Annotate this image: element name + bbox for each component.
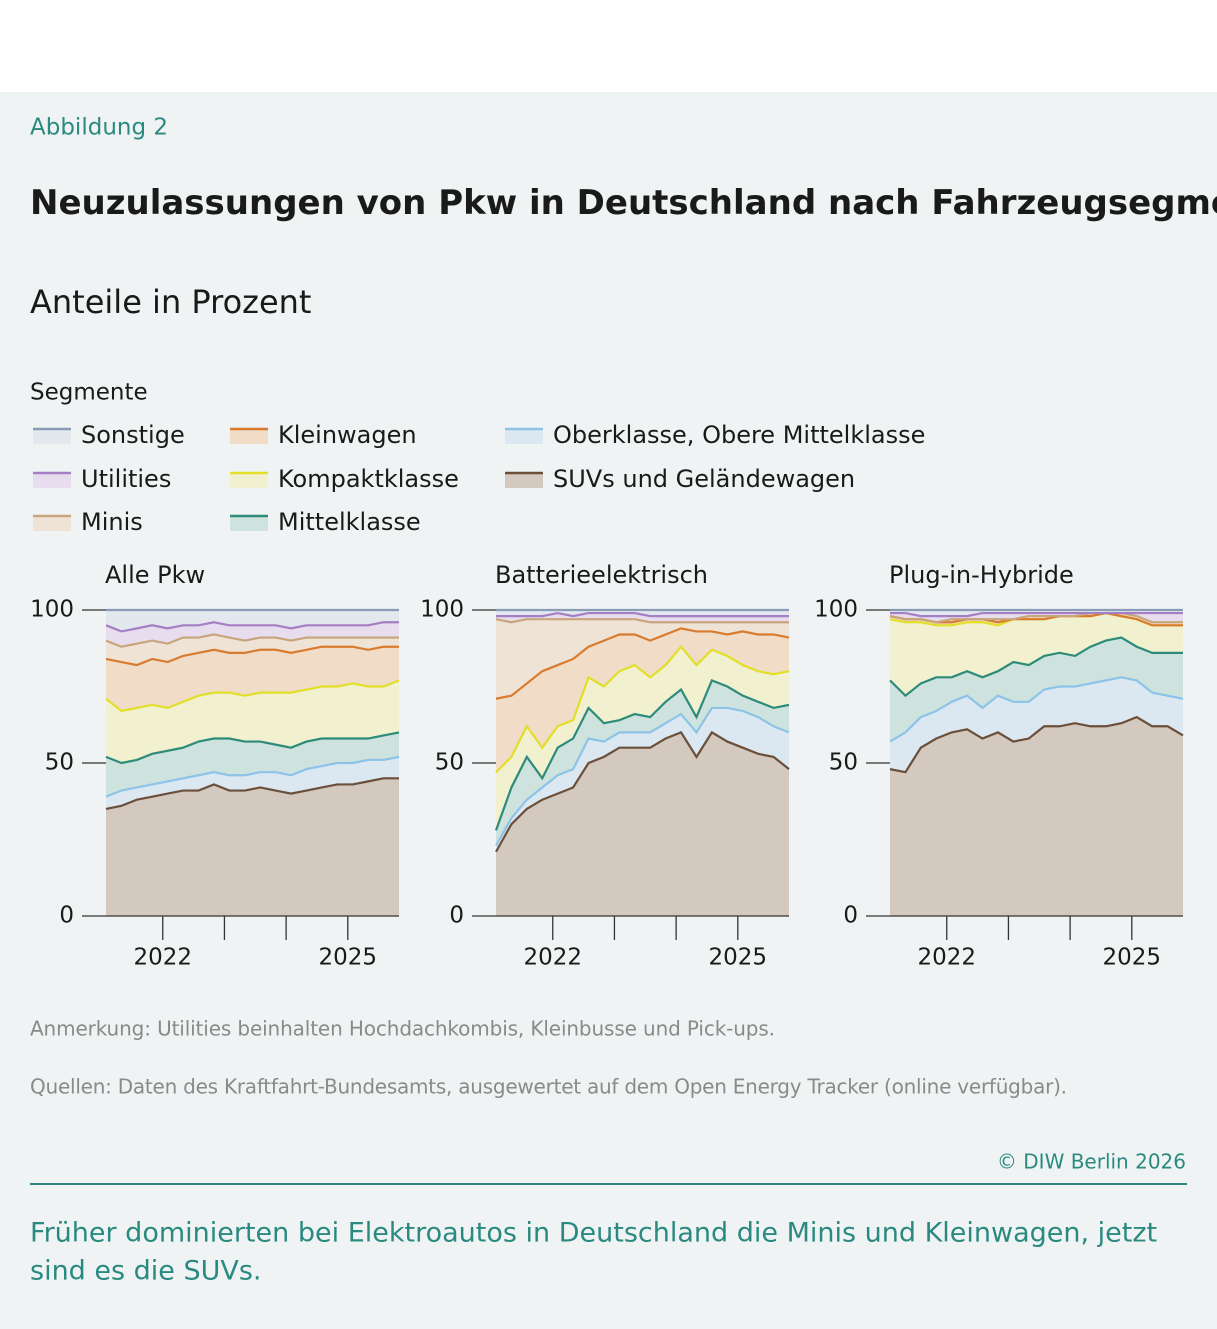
legend-title: Segmente: [30, 380, 148, 406]
panel-title: Alle Pkw: [105, 561, 205, 589]
legend-label: Minis: [81, 508, 143, 536]
area-line: [105, 755, 400, 798]
area-line: [889, 715, 1184, 774]
x-tick-label: 2022: [523, 945, 582, 971]
y-tick-label: 0: [449, 903, 464, 929]
area-line: [105, 679, 400, 713]
area: [496, 628, 789, 773]
x-tick-label: 2022: [917, 945, 976, 971]
copyright: © DIW Berlin 2026: [997, 1150, 1186, 1174]
area: [496, 732, 789, 916]
charts: Alle Pkw 0 50 100 2022 2025 Batterieelektrisch…: [30, 561, 1184, 971]
caption-line: sind es die SUVs.: [30, 1256, 262, 1287]
area: [496, 646, 789, 831]
legend-swatch: [505, 472, 543, 488]
caption-line: Früher dominierten bei Elektroautos in D…: [30, 1218, 1157, 1249]
area: [496, 707, 789, 852]
legend-swatch: [230, 428, 268, 444]
figure-label: Abbildung 2: [30, 115, 168, 141]
area-line: [495, 706, 790, 847]
area-line: [889, 636, 1183, 698]
x-tick-label: 2025: [709, 945, 768, 971]
area: [496, 619, 789, 699]
area-line: [496, 611, 789, 618]
legend-swatch: [505, 428, 543, 444]
note: Anmerkung: Utilities beinhalten Hochdach…: [30, 1017, 775, 1041]
y-tick-label: 100: [30, 597, 74, 623]
legend-swatch: [33, 472, 71, 488]
legend-swatch: [33, 515, 71, 531]
area: [106, 756, 399, 809]
title: Neuzulassungen von Pkw in Deutschland na…: [30, 183, 1217, 223]
legend-label: Utilities: [81, 465, 171, 493]
subtitle: Anteile in Prozent: [30, 283, 311, 321]
area: [890, 637, 1183, 742]
area-line: [105, 621, 399, 633]
area-line: [105, 731, 400, 765]
area: [496, 613, 789, 623]
area-line: [890, 611, 1183, 618]
area-line: [494, 678, 790, 831]
area: [496, 680, 789, 846]
panel-title: Batterieelektrisch: [495, 561, 708, 589]
legend-label: Oberklasse, Obere Mittelklasse: [553, 421, 925, 449]
legend-swatch: [33, 428, 71, 444]
x-tick-label: 2025: [319, 945, 378, 971]
area: [106, 622, 399, 647]
area-line: [495, 730, 790, 853]
area: [890, 613, 1183, 696]
area: [106, 610, 399, 632]
y-tick-label: 50: [45, 750, 74, 776]
y-tick-label: 50: [435, 750, 464, 776]
source: Quellen: Daten des Kraftfahrt-Bundesamts…: [30, 1075, 1067, 1099]
area: [106, 646, 399, 711]
area-line: [889, 611, 1183, 624]
y-tick-label: 100: [420, 597, 464, 623]
legend-label: Kleinwagen: [278, 421, 417, 449]
area-line: [105, 633, 399, 648]
y-tick-label: 100: [814, 597, 858, 623]
area-line: [889, 676, 1184, 743]
area: [890, 677, 1183, 773]
legend-label: Kompaktklasse: [278, 465, 459, 493]
area-line: [495, 627, 790, 700]
area: [106, 778, 399, 916]
area-line: [105, 645, 399, 667]
legend-swatch: [230, 472, 268, 488]
legend-label: Sonstige: [81, 421, 185, 449]
x-tick-label: 2025: [1103, 945, 1162, 971]
area: [890, 717, 1183, 916]
area-line: [495, 618, 789, 624]
panel-title: Plug-in-Hybride: [889, 561, 1074, 589]
area: [106, 680, 399, 763]
y-tick-label: 0: [59, 903, 74, 929]
legend-label: SUVs und Geländewagen: [553, 465, 855, 493]
y-tick-label: 50: [829, 750, 858, 776]
legend-swatch: [230, 515, 268, 531]
legend: Sonstige Utilities Minis Kleinwagen Kompaktk…: [33, 421, 925, 536]
x-tick-label: 2022: [133, 945, 192, 971]
legend-label: Mittelklasse: [278, 508, 421, 536]
y-tick-label: 0: [843, 903, 858, 929]
area-line: [105, 777, 399, 810]
area-line: [495, 645, 790, 773]
